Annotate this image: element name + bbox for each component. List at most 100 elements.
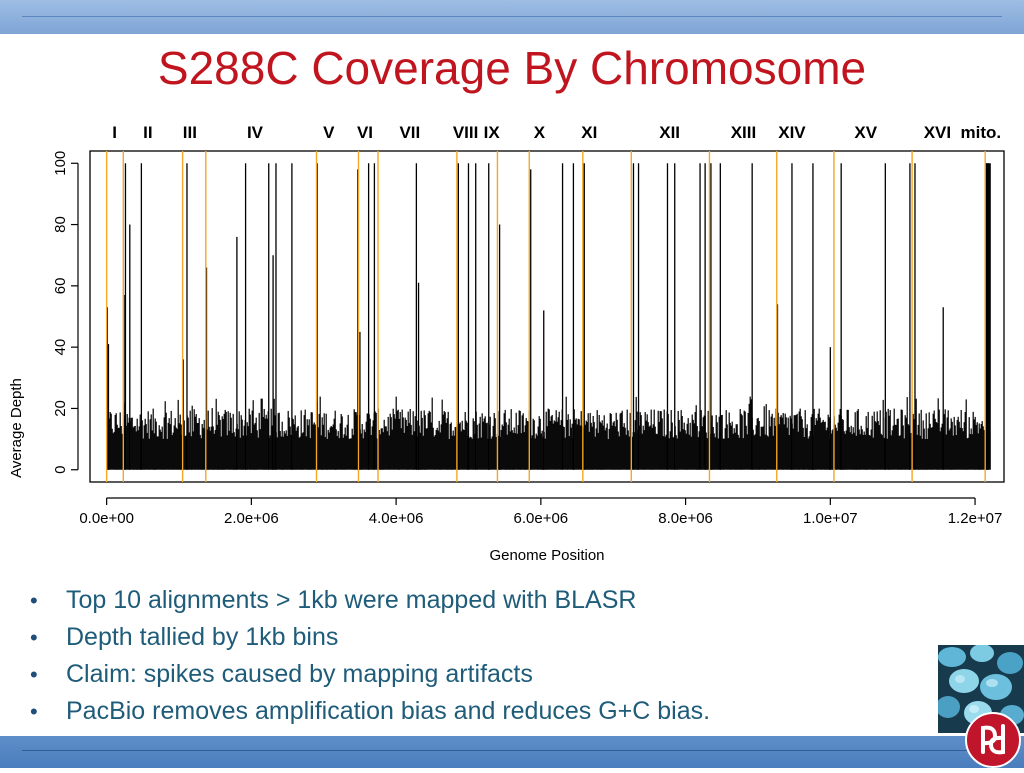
- coverage-bin: [902, 425, 904, 470]
- coverage-bin: [608, 428, 610, 470]
- coverage-bin: [570, 427, 572, 470]
- coverage-bin: [627, 430, 629, 470]
- coverage-bin: [360, 433, 362, 470]
- coverage-bin: [686, 423, 688, 470]
- coverage-bin: [151, 430, 153, 470]
- coverage-bin: [490, 438, 492, 470]
- coverage-bin: [136, 418, 138, 470]
- chromosome-label: XVI: [924, 123, 951, 142]
- coverage-bin: [590, 422, 592, 470]
- coverage-bin: [446, 418, 448, 470]
- coverage-bin: [658, 421, 660, 470]
- x-tick-label: 2.0e+06: [224, 510, 279, 527]
- coverage-bin: [394, 418, 396, 470]
- coverage-bin: [595, 428, 597, 470]
- coverage-bin: [781, 417, 783, 470]
- coverage-bin: [706, 438, 708, 470]
- coverage-bin: [703, 415, 705, 470]
- coverage-bin: [589, 412, 591, 470]
- coverage-bin: [970, 428, 972, 470]
- coverage-bin: [281, 421, 283, 470]
- coverage-bin: [258, 412, 260, 470]
- coverage-bin: [516, 433, 518, 470]
- coverage-bin: [287, 411, 289, 470]
- coverage-bin: [662, 436, 664, 470]
- coverage-bin: [406, 426, 408, 470]
- coverage-bin: [231, 433, 233, 470]
- coverage-bin: [808, 436, 810, 470]
- coverage-bin: [517, 425, 519, 470]
- coverage-bin: [871, 415, 873, 470]
- coverage-bin: [234, 436, 236, 470]
- coverage-bin: [759, 436, 761, 470]
- coverage-bin: [790, 418, 792, 470]
- coverage-bin: [175, 427, 177, 470]
- coverage-bin: [340, 414, 342, 470]
- coverage-bin: [331, 427, 333, 470]
- coverage-bin: [707, 410, 709, 470]
- coverage-bin: [451, 435, 453, 470]
- coverage-bin: [966, 438, 968, 470]
- coverage-bin: [265, 414, 267, 470]
- bullet-text: Depth tallied by 1kb bins: [66, 623, 339, 651]
- coverage-bin: [198, 418, 200, 470]
- coverage-bin: [934, 418, 936, 470]
- coverage-bin: [967, 437, 969, 470]
- coverage-bin: [863, 431, 865, 470]
- coverage-bin: [247, 426, 249, 470]
- coverage-bin: [620, 412, 622, 470]
- coverage-bin: [229, 412, 231, 470]
- coverage-bin: [217, 411, 219, 470]
- coverage-bin: [149, 419, 151, 470]
- coverage-bin: [820, 422, 822, 470]
- coverage-bin: [726, 424, 728, 470]
- coverage-bin: [156, 436, 158, 470]
- coverage-bin: [282, 436, 284, 470]
- coverage-bin: [251, 410, 253, 470]
- coverage-bin: [629, 412, 631, 470]
- coverage-bin: [478, 423, 480, 470]
- coverage-bin: [638, 425, 640, 470]
- coverage-bin: [875, 422, 877, 470]
- coverage-bin: [486, 422, 488, 470]
- coverage-bin: [653, 409, 655, 470]
- coverage-bin: [270, 408, 272, 470]
- coverage-bin: [290, 434, 292, 470]
- coverage-bin: [935, 422, 937, 470]
- coverage-bin: [343, 434, 345, 470]
- coverage-bin: [338, 438, 340, 470]
- coverage-bin: [617, 431, 619, 470]
- coverage-bin: [705, 432, 707, 470]
- coverage-bin: [579, 425, 581, 470]
- coverage-bin: [798, 411, 800, 470]
- coverage-bin: [352, 434, 354, 470]
- coverage-bin: [795, 414, 797, 470]
- coverage-bin: [861, 429, 863, 470]
- coverage-bin: [412, 411, 414, 470]
- bullet-text: Top 10 alignments > 1kb were mapped with…: [66, 586, 637, 614]
- coverage-bin: [610, 413, 612, 470]
- coverage-bin: [690, 436, 692, 470]
- coverage-bin: [578, 419, 580, 470]
- coverage-bin: [501, 424, 503, 470]
- coverage-bin: [430, 422, 432, 470]
- coverage-bin: [471, 438, 473, 470]
- coverage-bin: [325, 413, 327, 470]
- coverage-bin: [806, 424, 808, 470]
- coverage-bin: [891, 430, 893, 470]
- coverage-bin: [854, 412, 856, 470]
- coverage-bin: [520, 433, 522, 470]
- coverage-bin: [535, 433, 537, 470]
- coverage-bin: [246, 422, 248, 470]
- coverage-bin: [137, 430, 139, 470]
- coverage-bin: [819, 417, 821, 470]
- coverage-bin: [547, 408, 549, 470]
- coverage-bin: [929, 423, 931, 470]
- coverage-bin: [143, 425, 145, 470]
- coverage-bin: [695, 405, 697, 470]
- chromosome-label: V: [323, 123, 335, 142]
- coverage-bin: [918, 413, 920, 470]
- coverage-bin: [514, 433, 516, 470]
- coverage-bin: [431, 397, 433, 470]
- coverage-bin: [313, 422, 315, 470]
